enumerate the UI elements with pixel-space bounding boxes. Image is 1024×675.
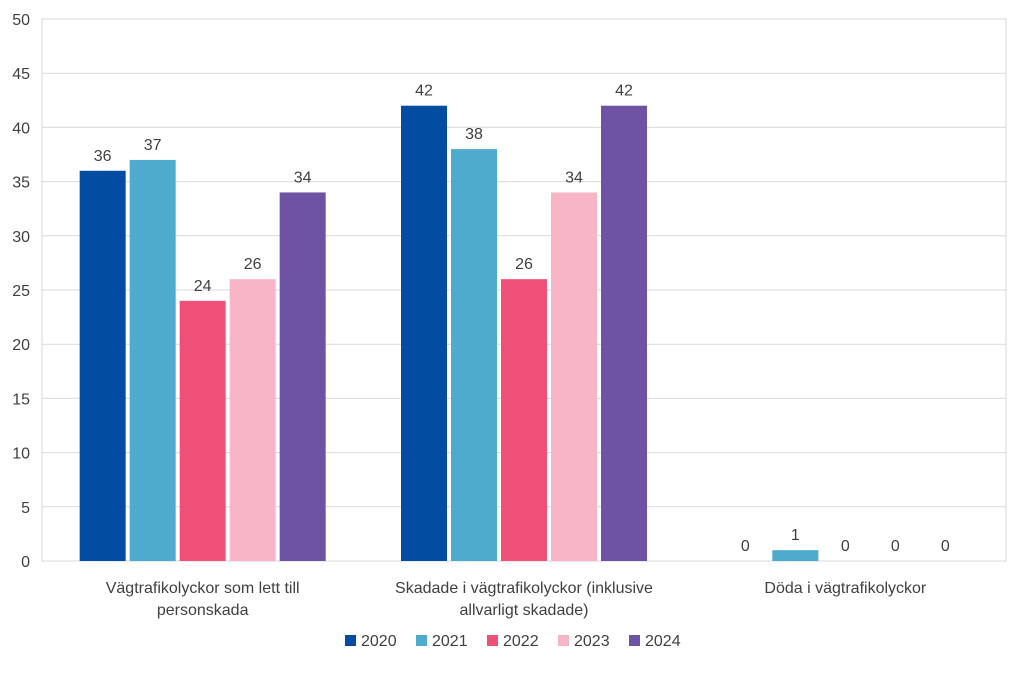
- bar-2021-cat-2: [451, 149, 497, 561]
- bar-2023-cat-2: [551, 192, 597, 561]
- legend-label: 2024: [645, 633, 681, 650]
- legend-label: 2021: [432, 633, 468, 650]
- bar-2022-cat-2: [501, 279, 547, 561]
- data-label: 42: [415, 83, 433, 100]
- bar-2023-cat-1: [229, 279, 276, 561]
- y-tick-label: 25: [12, 283, 30, 300]
- bar-2020-cat-2: [401, 105, 447, 561]
- bars: [79, 105, 819, 562]
- legend-label: 2023: [574, 633, 610, 650]
- legend-label: 2022: [503, 633, 539, 650]
- legend-swatch: [629, 635, 640, 646]
- legend-swatch: [558, 635, 569, 646]
- category-label: Döda i vägtrafikolyckor: [764, 580, 927, 597]
- category-label: Vägtrafikolyckor som lett till: [106, 580, 300, 597]
- data-label: 0: [741, 538, 750, 555]
- y-tick-label: 30: [12, 229, 30, 246]
- bar-2021-cat-3: [772, 550, 819, 561]
- data-label: 37: [144, 137, 162, 154]
- data-label: 0: [841, 538, 850, 555]
- y-tick-label: 10: [12, 446, 30, 463]
- y-tick-label: 40: [12, 120, 30, 137]
- y-tick-label: 35: [12, 175, 30, 192]
- data-label: 24: [194, 278, 212, 295]
- y-tick-label: 15: [12, 391, 30, 408]
- bar-2024-cat-2: [601, 105, 647, 561]
- data-label: 0: [891, 538, 900, 555]
- bar-2021-cat-1: [129, 159, 176, 562]
- data-label: 38: [465, 126, 483, 143]
- legend-swatch: [345, 635, 356, 646]
- category-label: personskada: [157, 602, 249, 619]
- y-tick-label: 20: [12, 337, 30, 354]
- legend: 2020 2021 2022 2023 2024: [345, 633, 681, 650]
- data-label: 26: [515, 256, 533, 273]
- bar-2020-cat-1: [79, 170, 126, 561]
- data-label: 26: [244, 256, 262, 273]
- category-label: allvarligt skadade): [460, 602, 589, 619]
- bar-2024-cat-1: [279, 192, 326, 561]
- data-label: 0: [941, 538, 950, 555]
- data-label: 36: [94, 148, 112, 165]
- legend-label: 2020: [361, 633, 397, 650]
- category-label: Skadade i vägtrafikolyckor (inklusive: [395, 580, 653, 597]
- bar-2022-cat-1: [179, 300, 226, 561]
- data-labels: 36 37 24 26 34 42 38 26 34 42 0 1 0 0 0: [94, 83, 950, 555]
- legend-swatch: [487, 635, 498, 646]
- data-label: 34: [294, 169, 312, 186]
- data-label: 42: [615, 83, 633, 100]
- y-tick-label: 0: [21, 554, 30, 571]
- y-tick-label: 45: [12, 66, 30, 83]
- legend-swatch: [416, 635, 427, 646]
- data-label: 34: [565, 169, 583, 186]
- x-axis: Vägtrafikolyckor som lett till personskad…: [106, 580, 927, 619]
- y-tick-label: 5: [21, 500, 30, 517]
- data-label: 1: [791, 527, 800, 544]
- y-tick-label: 50: [12, 12, 30, 29]
